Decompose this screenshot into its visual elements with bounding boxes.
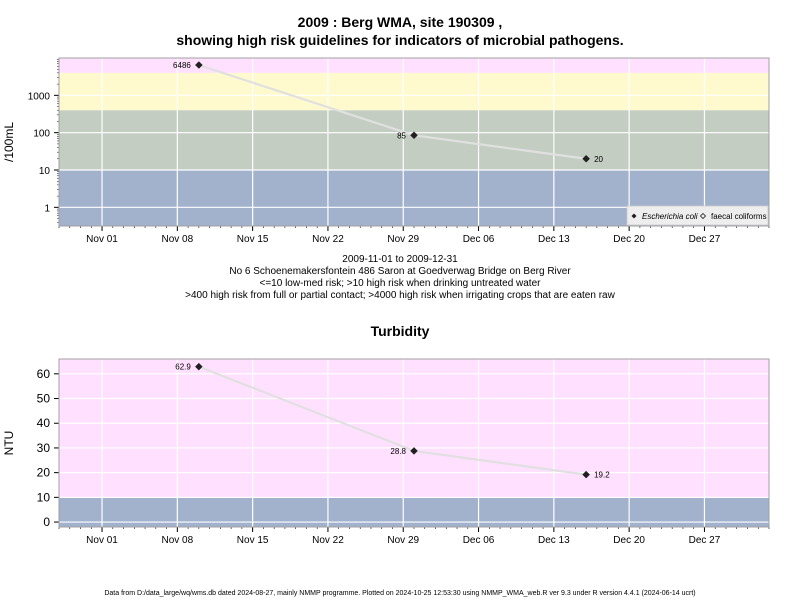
x-tick-label: Nov 15: [237, 535, 269, 546]
turbidity-title: Turbidity: [370, 323, 430, 339]
y-tick-label: 50: [37, 392, 51, 406]
x-tick-label: Nov 01: [86, 535, 118, 546]
y-tick-label: 10: [39, 166, 51, 177]
plot-frame: [58, 57, 770, 227]
data-point-label: 28.8: [390, 447, 406, 456]
y-axis-title: /100mL: [2, 122, 16, 162]
data-point-label: 85: [397, 131, 406, 140]
x-tick-label: Nov 08: [161, 535, 193, 546]
caption-risk-2: >400 high risk from full or partial cont…: [185, 290, 615, 301]
data-point-label: 62.9: [175, 363, 191, 372]
data-point-marker: [194, 61, 203, 69]
x-tick-label: Nov 29: [387, 535, 419, 546]
x-tick-label: Nov 22: [312, 234, 344, 245]
x-tick-label: Dec 06: [463, 234, 495, 245]
legend-faecal-label: faecal coliforms: [711, 212, 767, 221]
y-tick-label: 20: [37, 466, 51, 480]
y-tick-label: 40: [37, 416, 51, 430]
x-tick-label: Dec 27: [689, 535, 721, 546]
x-tick-label: Nov 08: [161, 234, 193, 245]
x-tick-label: Dec 20: [613, 234, 645, 245]
data-point-marker: [194, 362, 203, 371]
x-tick-label: Dec 13: [538, 234, 570, 245]
data-point-marker: [582, 470, 590, 479]
x-tick-label: Nov 15: [237, 234, 269, 245]
data-point-marker: [410, 131, 418, 140]
legend-faecal-marker: [699, 212, 707, 220]
data-point-label: 20: [594, 155, 603, 164]
legend-ecoli-label: Escherichia coli: [642, 212, 698, 221]
risk-band-0-3: [59, 58, 769, 73]
data-point-label: 6486: [173, 61, 191, 70]
y-tick-label: 1000: [28, 91, 51, 102]
x-tick-label: Dec 13: [538, 535, 570, 546]
footer-note: Data from D:/data_large/wq/wms.db dated …: [104, 590, 696, 597]
risk-band-1-1: [59, 359, 769, 498]
x-tick-label: Dec 06: [463, 535, 495, 546]
chart-title-line2: showing high risk guidelines for indicat…: [176, 32, 624, 48]
data-point-marker: [582, 154, 590, 163]
x-tick-label: Dec 27: [689, 234, 721, 245]
x-tick-label: Nov 29: [387, 234, 419, 245]
risk-band-0-2: [59, 72, 769, 111]
y-tick-label: 1: [44, 203, 50, 214]
y-tick-label: 10: [37, 490, 51, 504]
x-tick-label: Nov 01: [86, 234, 118, 245]
chart-title-line1: 2009 : Berg WMA, site 190309 ,: [297, 14, 503, 30]
y-tick-label: 30: [37, 441, 51, 455]
caption-date-range: 2009-11-01 to 2009-12-31: [342, 254, 458, 265]
x-tick-label: Nov 22: [312, 535, 344, 546]
caption-risk-1: <=10 low-med risk; >10 high risk when dr…: [259, 278, 541, 289]
data-point-marker: [410, 447, 418, 455]
y-tick-label: 100: [33, 129, 50, 140]
legend-ecoli-marker: [631, 213, 637, 219]
y-tick-label: 0: [43, 515, 50, 529]
caption-site: No 6 Schoenemakersfontein 486 Saron at G…: [229, 266, 571, 277]
y-tick-label: 60: [37, 367, 51, 381]
plot-frame: [58, 358, 770, 528]
y-axis-title: NTU: [2, 431, 16, 456]
risk-band-0-1: [59, 110, 769, 170]
data-point-label: 19.2: [594, 471, 610, 480]
x-tick-label: Dec 20: [613, 535, 645, 546]
legend-box: [626, 205, 769, 226]
